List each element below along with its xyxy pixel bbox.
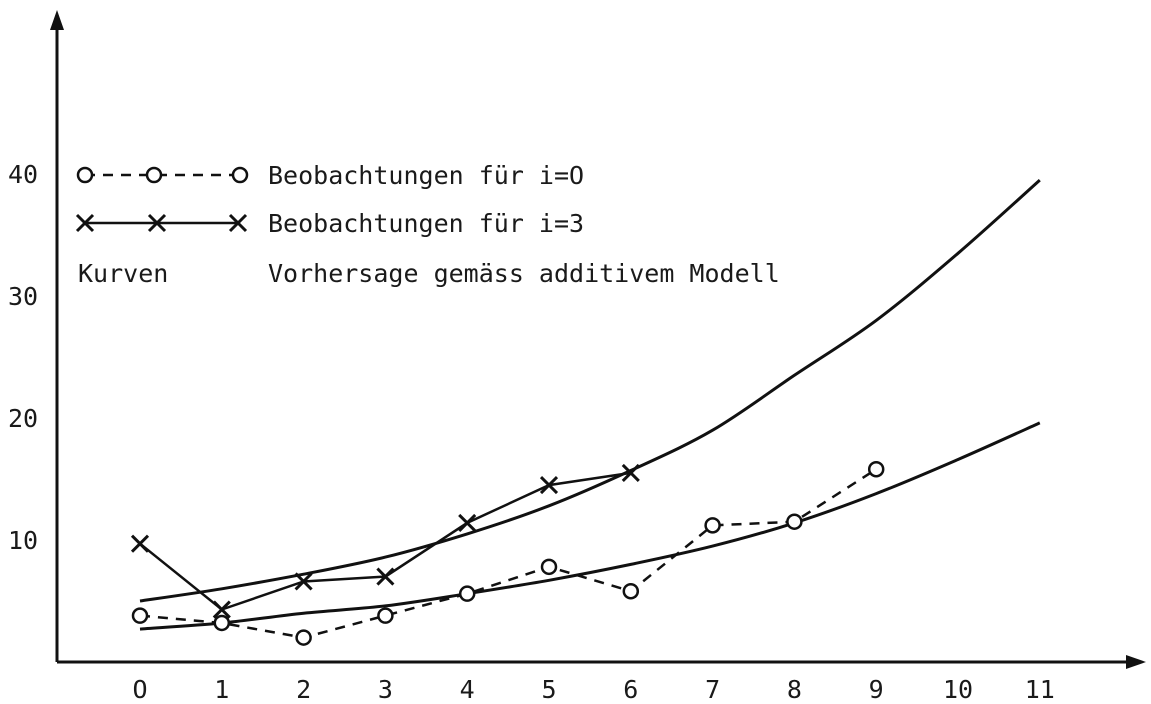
- model-curves: [139, 178, 1041, 631]
- axes: [50, 10, 1146, 669]
- data-point-circle: [622, 582, 640, 600]
- data-point-circle: [867, 460, 885, 478]
- x-axis-arrow: [1126, 655, 1146, 669]
- data-point-cross: [376, 567, 395, 586]
- x-tick-label: 5: [541, 675, 556, 704]
- legend-marker-circle: [231, 166, 249, 184]
- y-tick-label: 30: [8, 282, 38, 311]
- legend-entry-3: Kurven Vorhersage gemäss additivem Model…: [78, 259, 780, 288]
- y-axis-arrow: [50, 10, 64, 30]
- legend-entry-1: Beobachtungen für i=O: [76, 161, 584, 190]
- legend-marker-cross: [147, 213, 167, 233]
- data-point-cross: [621, 463, 640, 482]
- x-tick-label: 9: [869, 675, 884, 704]
- legend: Beobachtungen für i=O Beobachtungen für …: [75, 161, 780, 288]
- x-tick-label: 4: [460, 675, 475, 704]
- data-point-circle: [131, 607, 149, 624]
- legend-entry-2: Beobachtungen für i=3: [75, 209, 584, 238]
- x-tick-label: 1: [214, 675, 229, 704]
- legend-label-1: Beobachtungen für i=O: [268, 161, 584, 190]
- data-point-circle: [786, 513, 803, 530]
- observation-series: [130, 460, 885, 646]
- x-ticks: O 1 2 3 4 5 6 7 8 9 10 11: [132, 675, 1054, 704]
- data-point-cross: [212, 600, 231, 619]
- legend-label-2: Beobachtungen für i=3: [268, 209, 584, 238]
- data-point-circle: [704, 517, 721, 534]
- data-point-circle: [540, 558, 558, 576]
- legend-marker-circle: [145, 166, 163, 184]
- data-point-cross: [130, 534, 150, 553]
- y-tick-label: 10: [8, 526, 38, 555]
- model-curve-1: [139, 178, 1041, 603]
- legend-marker-cross: [75, 213, 95, 233]
- x-tick-label: 11: [1025, 675, 1055, 704]
- legend-marker-cross: [228, 213, 248, 233]
- x-tick-label: 6: [623, 675, 638, 704]
- data-point-cross: [539, 476, 559, 495]
- model-curve-2: [139, 421, 1041, 631]
- series-line-1: [139, 468, 877, 639]
- data-point-circle: [458, 585, 476, 602]
- x-tick-label: 7: [705, 675, 720, 704]
- legend-prefix-3: Kurven: [78, 259, 168, 288]
- data-point-circle: [213, 614, 231, 632]
- x-tick-label: 10: [943, 675, 973, 704]
- y-ticks: 10 20 30 40: [8, 160, 38, 555]
- legend-marker-circle: [76, 166, 94, 184]
- x-tick-label: 8: [787, 675, 802, 704]
- data-point-circle: [295, 629, 312, 646]
- y-tick-label: 40: [8, 160, 38, 189]
- x-tick-label: 3: [378, 675, 393, 704]
- data-point-circle: [377, 607, 394, 624]
- x-tick-label: O: [132, 675, 147, 704]
- data-point-cross: [458, 513, 477, 532]
- legend-label-3: Vorhersage gemäss additivem Modell: [268, 259, 780, 288]
- x-tick-label: 2: [296, 675, 311, 704]
- data-point-cross: [294, 572, 313, 591]
- y-tick-label: 20: [8, 404, 38, 433]
